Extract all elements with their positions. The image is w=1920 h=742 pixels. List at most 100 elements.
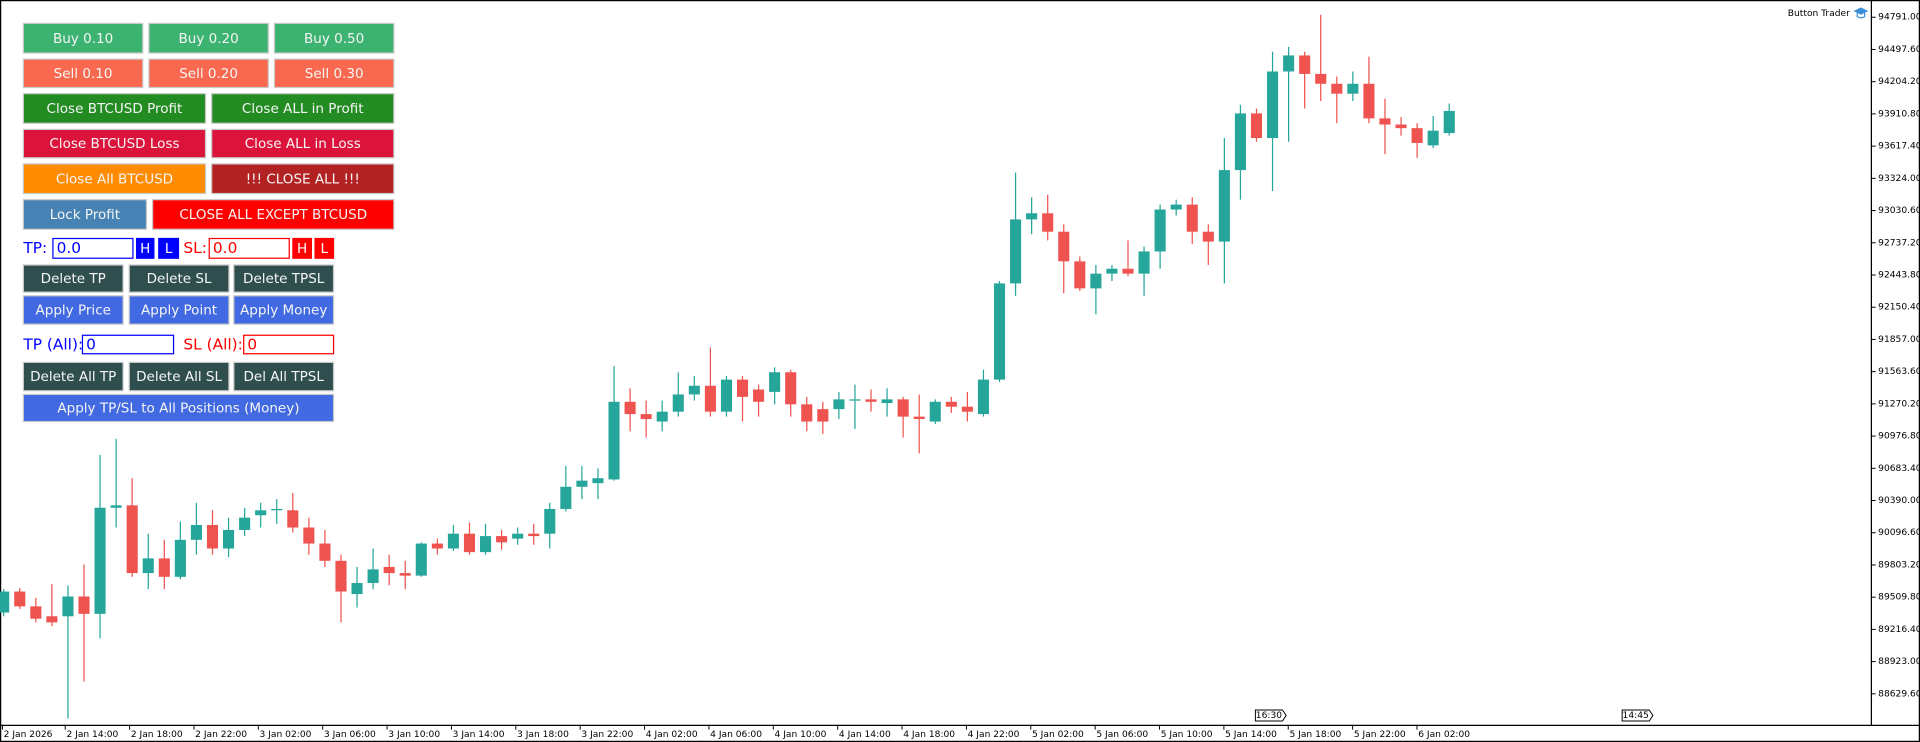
- button[interactable]: [273, 22, 395, 54]
- button[interactable]: [128, 295, 230, 325]
- button[interactable]: [148, 22, 269, 54]
- button[interactable]: [233, 264, 335, 293]
- button-label[interactable]: H: [297, 241, 307, 257]
- button-label[interactable]: H: [140, 241, 150, 257]
- button-label[interactable]: Close All BTCUSD: [56, 171, 173, 187]
- button-label[interactable]: Apply Price: [36, 303, 111, 319]
- candle-body: [447, 533, 459, 549]
- sl-all-value[interactable]: 0: [247, 336, 257, 354]
- button-label[interactable]: Buy 0.20: [178, 31, 238, 47]
- button-label[interactable]: L: [165, 241, 173, 257]
- button[interactable]: [128, 264, 230, 293]
- button-label[interactable]: Delete TP: [41, 271, 106, 287]
- button-label[interactable]: Close ALL in Profit: [242, 101, 364, 117]
- candle-body: [560, 486, 572, 509]
- button[interactable]: [22, 128, 207, 159]
- button[interactable]: [22, 22, 144, 54]
- candle-body: [1218, 170, 1230, 242]
- y-tick-label: 94791.00: [1878, 13, 1920, 23]
- sl-input[interactable]: [208, 237, 290, 259]
- x-tick-label: 5 Jan 02:00: [1032, 730, 1084, 740]
- button-label[interactable]: Delete TPSL: [243, 271, 325, 287]
- button-label[interactable]: CLOSE ALL EXCEPT BTCUSD: [179, 207, 367, 223]
- candle-body: [929, 401, 941, 422]
- button[interactable]: [22, 163, 207, 195]
- x-tick-label: 5 Jan 18:00: [1289, 730, 1341, 740]
- candle-body: [14, 591, 26, 607]
- button-label[interactable]: Lock Profit: [50, 207, 120, 223]
- button[interactable]: [211, 163, 395, 195]
- button[interactable]: [148, 58, 269, 89]
- button[interactable]: [273, 58, 395, 89]
- candle-body: [897, 399, 909, 417]
- button-label[interactable]: Sell 0.20: [179, 66, 238, 82]
- button-label[interactable]: Del All TPSL: [244, 369, 325, 385]
- candle-body: [1202, 231, 1214, 242]
- button[interactable]: [152, 199, 395, 230]
- candle-body: [993, 283, 1006, 380]
- button-label[interactable]: Apply TP/SL to All Positions (Money): [57, 401, 299, 417]
- tp-all-value[interactable]: 0: [86, 336, 96, 354]
- button[interactable]: [22, 295, 124, 325]
- candle-body: [1074, 261, 1086, 289]
- time-marker-label: 14:45: [1623, 711, 1649, 721]
- candle-body: [287, 510, 299, 528]
- tp-input-value[interactable]: 0.0: [57, 239, 81, 257]
- candle-body: [785, 372, 797, 405]
- button-label[interactable]: Delete All SL: [136, 369, 222, 385]
- button[interactable]: [314, 237, 335, 259]
- candles: [0, 14, 1455, 719]
- candle-body: [544, 508, 556, 534]
- button[interactable]: [158, 237, 180, 259]
- button-label[interactable]: Delete All TP: [30, 369, 116, 385]
- button[interactable]: [233, 295, 335, 325]
- button-label[interactable]: Close ALL in Loss: [245, 136, 361, 152]
- button-label[interactable]: Delete SL: [147, 271, 212, 287]
- button[interactable]: [211, 93, 395, 124]
- candle-body: [1170, 204, 1182, 210]
- candle-body: [656, 411, 668, 422]
- candle-body: [239, 517, 251, 530]
- tp-all-input[interactable]: [81, 334, 175, 355]
- sl-all-input[interactable]: [243, 334, 335, 355]
- candle-body: [1395, 124, 1407, 129]
- button-label[interactable]: Sell 0.10: [54, 66, 113, 82]
- button[interactable]: [22, 199, 148, 230]
- tp-input[interactable]: [52, 237, 134, 259]
- x-tick-label: 5 Jan 10:00: [1161, 730, 1213, 740]
- button[interactable]: [211, 128, 395, 159]
- candle-body: [335, 560, 347, 592]
- button-label[interactable]: Close BTCUSD Loss: [49, 136, 179, 152]
- candle-body: [1090, 273, 1102, 289]
- button[interactable]: [22, 393, 335, 423]
- button-label[interactable]: Apply Money: [240, 303, 327, 319]
- button[interactable]: [233, 361, 335, 392]
- sl-input-value[interactable]: 0.0: [213, 239, 237, 257]
- button-label[interactable]: Close BTCUSD Profit: [47, 101, 183, 117]
- button[interactable]: [136, 237, 155, 259]
- candle-body: [865, 399, 877, 402]
- button[interactable]: [128, 361, 230, 392]
- candle-body: [1331, 83, 1343, 94]
- button[interactable]: [22, 93, 207, 124]
- button-label[interactable]: Sell 0.30: [305, 66, 364, 82]
- button[interactable]: [292, 237, 313, 259]
- candle-body: [319, 543, 331, 561]
- x-tick-label: 4 Jan 02:00: [646, 730, 698, 740]
- button[interactable]: [22, 361, 124, 392]
- tp-all-label: TP (All):: [22, 336, 83, 354]
- button-label[interactable]: Buy 0.10: [53, 31, 113, 47]
- candle-body: [1315, 73, 1327, 84]
- button-label[interactable]: Apply Point: [141, 303, 217, 319]
- button-label[interactable]: !!! CLOSE ALL !!!: [246, 171, 360, 187]
- y-tick-label: 90390.00: [1878, 496, 1920, 506]
- button[interactable]: [22, 264, 124, 293]
- candle-body: [576, 480, 588, 487]
- button-label[interactable]: Buy 0.50: [304, 31, 364, 47]
- button[interactable]: [22, 58, 144, 89]
- button-label[interactable]: L: [321, 241, 329, 257]
- y-tick-label: 91270.20: [1878, 399, 1920, 409]
- candle-body: [720, 379, 732, 412]
- candle-body: [640, 414, 652, 420]
